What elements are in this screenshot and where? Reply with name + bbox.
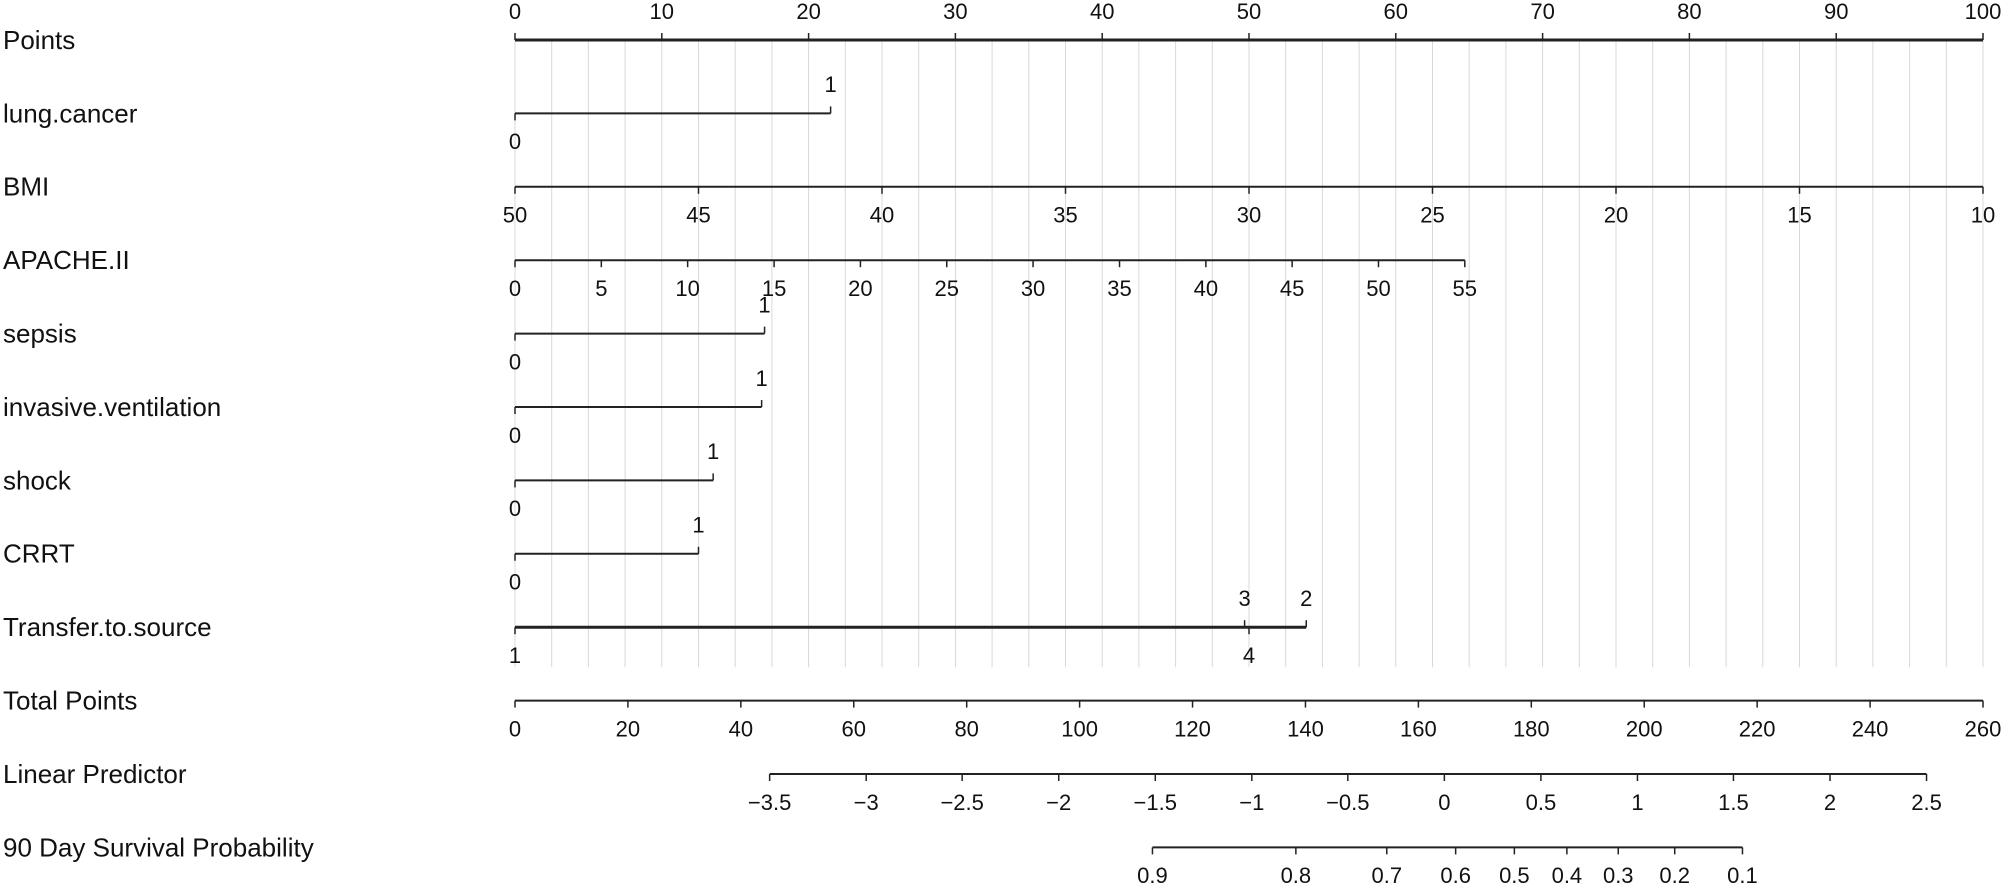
- tick-label: 0.8: [1281, 863, 1312, 888]
- tick-label: 15: [1787, 203, 1811, 228]
- tick-label: 10: [650, 0, 674, 24]
- tick-label: 60: [842, 716, 866, 741]
- tick-label: 1: [509, 643, 521, 668]
- tick-label: 1.5: [1718, 790, 1749, 815]
- row-label: 90 Day Survival Probability: [3, 832, 314, 862]
- tick-label: 20: [616, 716, 640, 741]
- tick-label: 0.5: [1499, 863, 1530, 888]
- row-label: Linear Predictor: [3, 759, 187, 789]
- tick-label: 1: [692, 513, 704, 538]
- tick-label: 20: [1604, 203, 1628, 228]
- tick-label: 45: [1280, 276, 1304, 301]
- tick-label: 1: [824, 72, 836, 97]
- tick-label: 5: [595, 276, 607, 301]
- tick-label: 0.5: [1526, 790, 1557, 815]
- tick-label: 10: [675, 276, 699, 301]
- tick-label: 20: [848, 276, 872, 301]
- tick-label: 50: [503, 203, 527, 228]
- tick-label: −0.5: [1326, 790, 1369, 815]
- tick-label: 0.1: [1727, 863, 1758, 888]
- tick-label: 40: [1194, 276, 1218, 301]
- row-label: APACHE.II: [3, 245, 130, 275]
- tick-label: 260: [1965, 716, 2002, 741]
- tick-label: 0.2: [1659, 863, 1690, 888]
- tick-label: −2: [1046, 790, 1071, 815]
- tick-label: 0.4: [1552, 863, 1583, 888]
- tick-label: 180: [1513, 716, 1550, 741]
- tick-label: −1: [1239, 790, 1264, 815]
- tick-label: 0: [509, 129, 521, 154]
- tick-label: 1: [707, 439, 719, 464]
- tick-label: 90: [1824, 0, 1848, 24]
- row-label: sepsis: [3, 318, 77, 348]
- tick-label: 1: [755, 366, 767, 391]
- tick-label: 80: [1677, 0, 1701, 24]
- tick-label: 220: [1739, 716, 1776, 741]
- tick-label: 35: [1107, 276, 1131, 301]
- row-label: CRRT: [3, 539, 75, 569]
- tick-label: −3: [854, 790, 879, 815]
- tick-label: 15: [762, 276, 786, 301]
- tick-label: 0: [509, 716, 521, 741]
- tick-label: 50: [1237, 0, 1261, 24]
- tick-label: 3: [1238, 586, 1250, 611]
- tick-label: 0: [509, 423, 521, 448]
- tick-label: 0: [509, 496, 521, 521]
- row-label: shock: [3, 465, 72, 495]
- tick-label: 55: [1453, 276, 1477, 301]
- tick-label: 0.9: [1137, 863, 1168, 888]
- tick-label: 25: [934, 276, 958, 301]
- tick-label: 0: [1438, 790, 1450, 815]
- tick-label: 1: [758, 292, 770, 317]
- tick-label: 50: [1366, 276, 1390, 301]
- row-label: Points: [3, 25, 75, 55]
- tick-label: −2.5: [940, 790, 983, 815]
- tick-label: 40: [870, 203, 894, 228]
- tick-label: 4: [1243, 643, 1255, 668]
- tick-label: −3.5: [748, 790, 791, 815]
- row-label: Transfer.to.source: [3, 612, 212, 642]
- tick-label: 30: [1237, 203, 1261, 228]
- tick-label: 20: [796, 0, 820, 24]
- tick-label: 70: [1530, 0, 1554, 24]
- tick-label: 10: [1971, 203, 1995, 228]
- tick-label: −1.5: [1134, 790, 1177, 815]
- tick-label: 160: [1400, 716, 1437, 741]
- tick-label: 2.5: [1911, 790, 1942, 815]
- tick-label: 100: [1965, 0, 2002, 24]
- tick-label: 60: [1384, 0, 1408, 24]
- tick-label: 240: [1852, 716, 1889, 741]
- tick-label: 1: [1631, 790, 1643, 815]
- tick-label: 35: [1053, 203, 1077, 228]
- tick-label: 80: [954, 716, 978, 741]
- row-label: BMI: [3, 172, 49, 202]
- tick-label: 0: [509, 276, 521, 301]
- tick-label: 2: [1300, 586, 1312, 611]
- row-label: lung.cancer: [3, 98, 138, 128]
- tick-label: 0.3: [1603, 863, 1634, 888]
- tick-label: 140: [1287, 716, 1324, 741]
- tick-label: 120: [1174, 716, 1211, 741]
- tick-label: 0: [509, 0, 521, 24]
- tick-label: 30: [943, 0, 967, 24]
- tick-label: 40: [1090, 0, 1114, 24]
- row-label: Total Points: [3, 685, 137, 715]
- tick-label: 0: [509, 349, 521, 374]
- tick-label: 0.7: [1371, 863, 1402, 888]
- tick-label: 40: [729, 716, 753, 741]
- tick-label: 0: [509, 570, 521, 595]
- row-label: invasive.ventilation: [3, 392, 221, 422]
- tick-label: 0.6: [1440, 863, 1471, 888]
- tick-label: 25: [1420, 203, 1444, 228]
- tick-label: 2: [1824, 790, 1836, 815]
- tick-label: 30: [1021, 276, 1045, 301]
- tick-label: 100: [1061, 716, 1098, 741]
- tick-label: 45: [686, 203, 710, 228]
- tick-label: 200: [1626, 716, 1663, 741]
